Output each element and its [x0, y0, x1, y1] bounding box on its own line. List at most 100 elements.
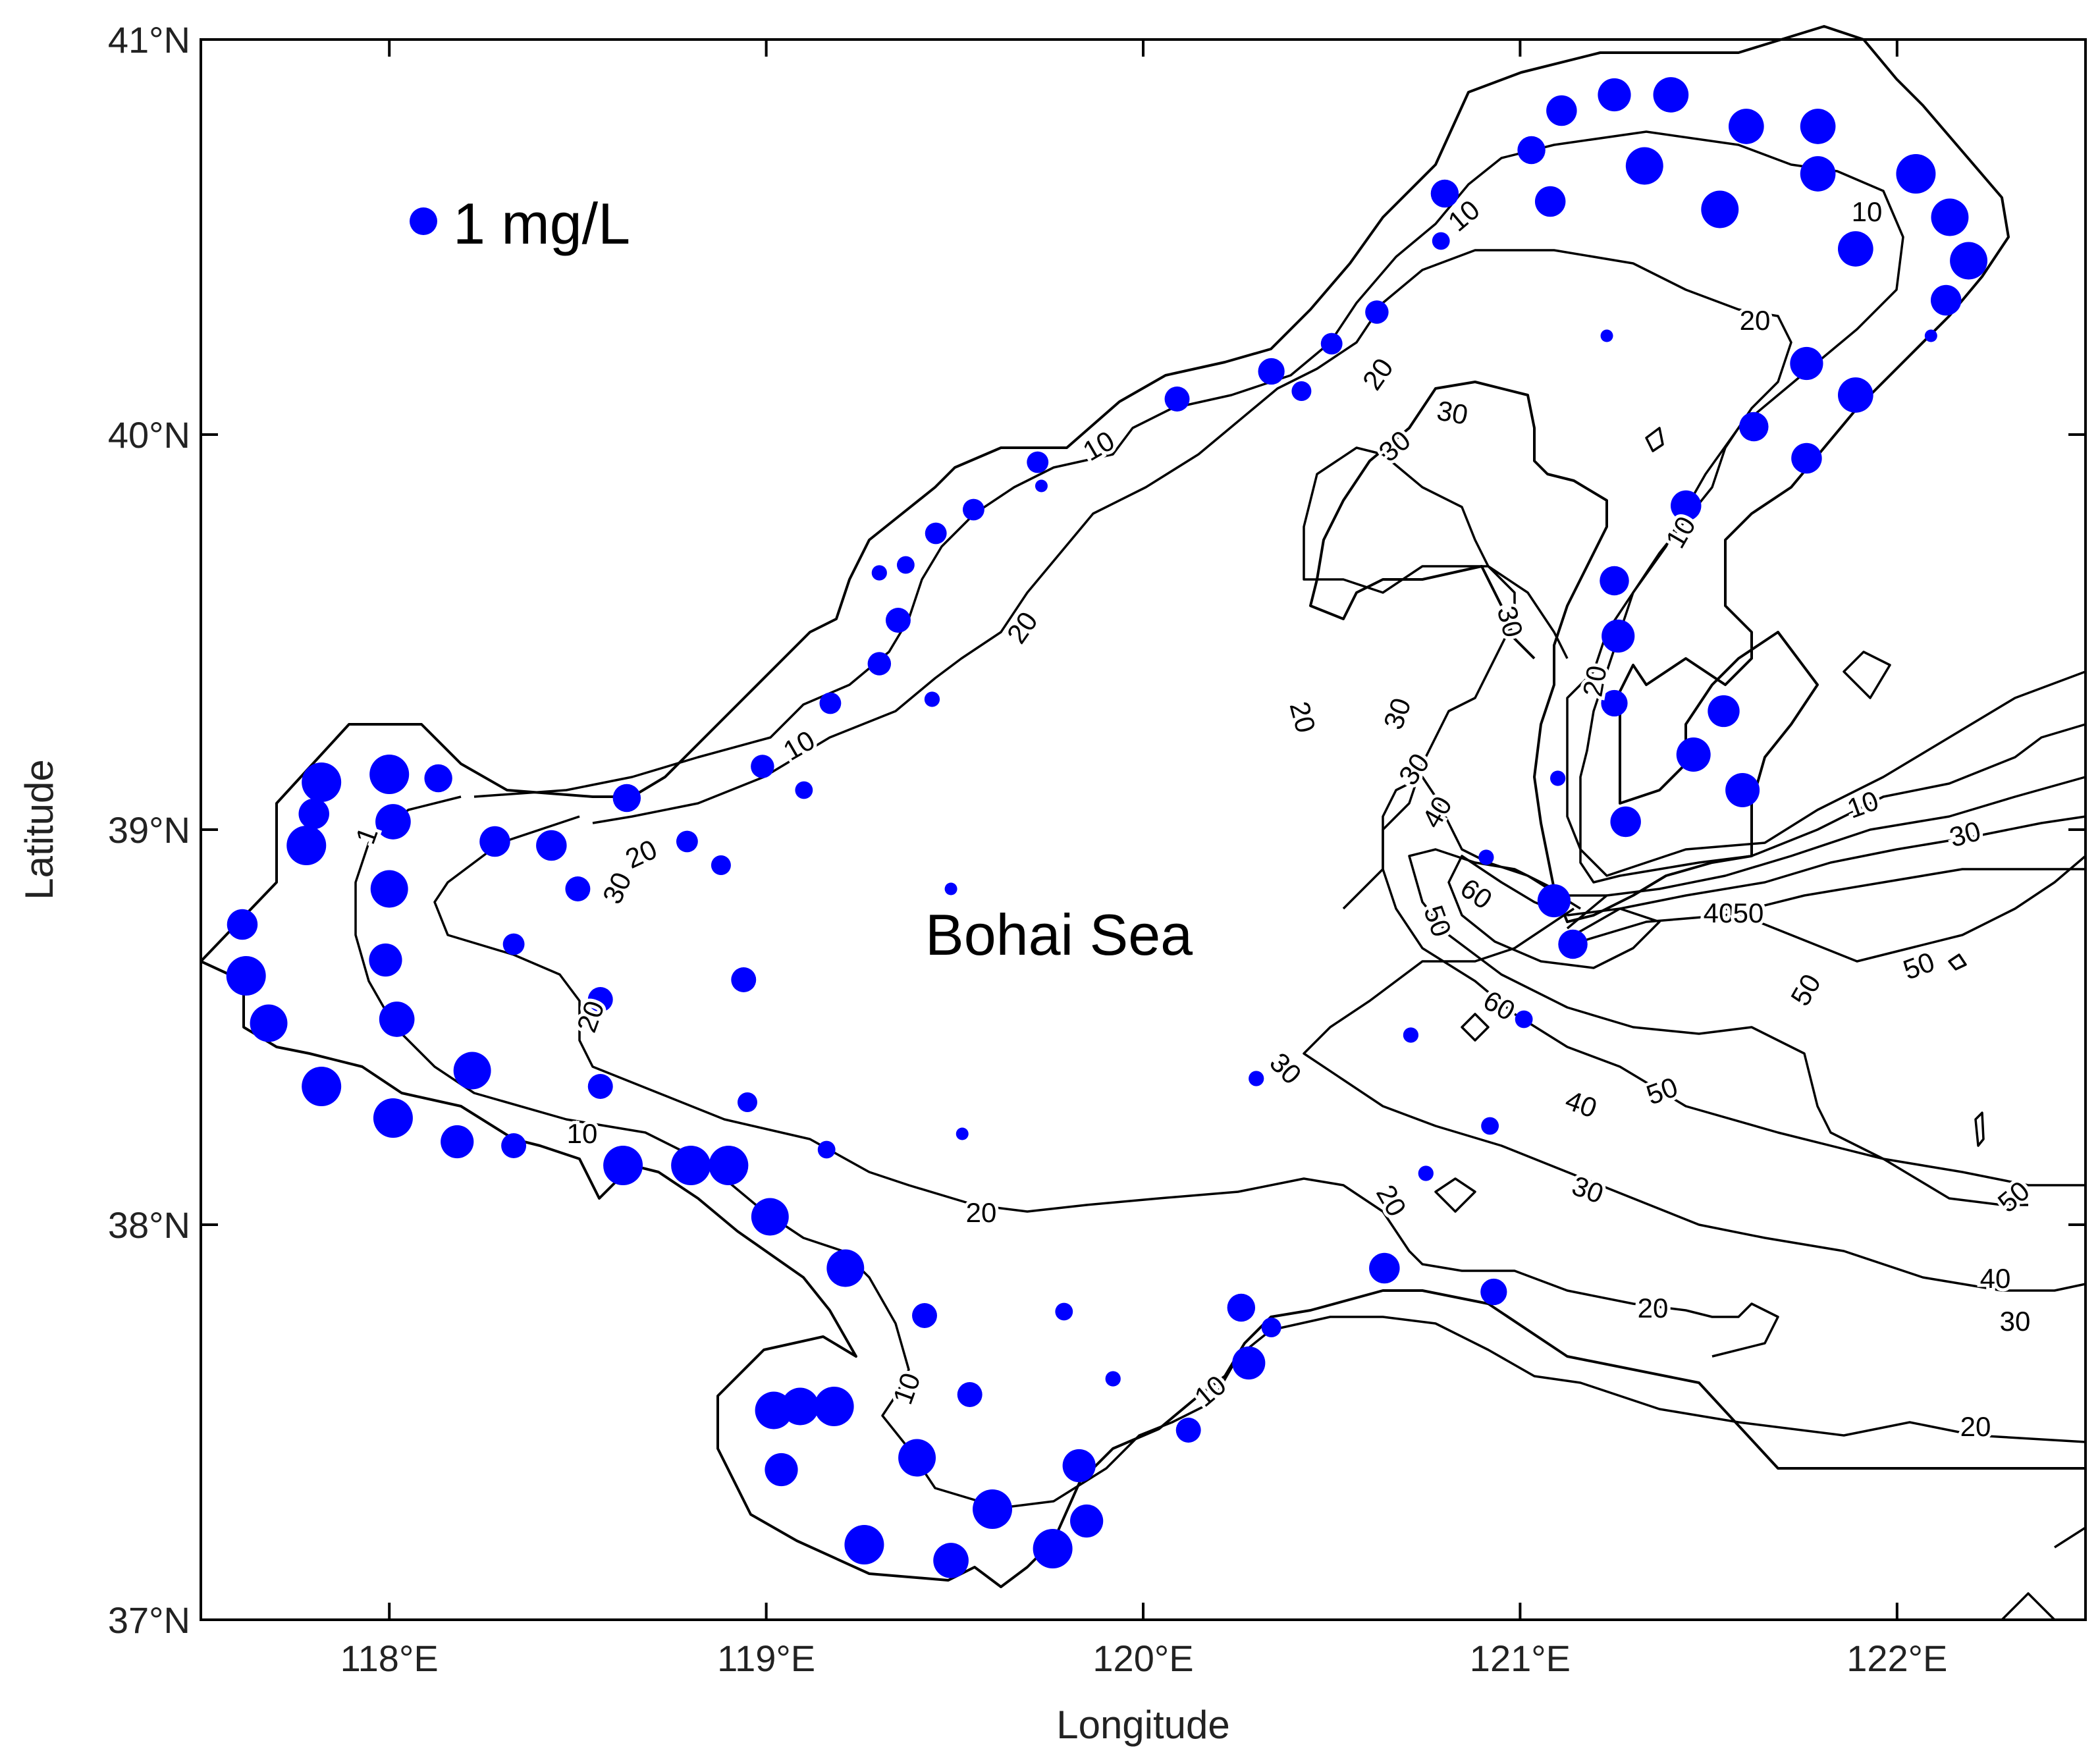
concentration-point	[1600, 329, 1613, 342]
concentration-point	[227, 909, 258, 940]
isobath-strait-2	[1573, 815, 2086, 936]
concentration-point	[1033, 1529, 1073, 1568]
concentration-point	[1800, 156, 1836, 192]
contour-lines	[200, 25, 2087, 1621]
contour-label-40: 40	[1561, 1084, 1601, 1124]
concentration-point	[1600, 566, 1629, 596]
concentration-point	[1430, 179, 1459, 208]
concentration-point	[867, 652, 892, 676]
contour-label-30: 30	[1378, 694, 1417, 734]
contour-label-40: 40	[1704, 897, 1735, 928]
concentration-point	[1480, 1278, 1507, 1306]
concentration-point	[1261, 1318, 1281, 1337]
isobath-strait-1	[1566, 776, 2086, 930]
concentration-point	[375, 804, 411, 840]
concentration-point	[1930, 284, 1962, 316]
closed-contour	[1843, 651, 1891, 699]
concentration-point	[1838, 231, 1873, 267]
concentration-point	[795, 781, 813, 799]
contour-label-50: 50	[1992, 1175, 2035, 1218]
concentration-point	[441, 1125, 474, 1159]
concentration-point	[1164, 387, 1190, 412]
contour-label-30: 30	[1946, 815, 1983, 853]
concentration-point	[565, 876, 591, 901]
concentration-point	[826, 1249, 865, 1287]
concentration-point	[1546, 95, 1577, 126]
isobath-10-north	[473, 130, 2086, 884]
isobath-30	[1303, 907, 2086, 1292]
contour-label-30: 30	[1393, 747, 1436, 790]
concentration-point	[1601, 689, 1628, 717]
concentration-point	[1365, 300, 1389, 324]
concentration-point	[957, 1382, 983, 1407]
contour-label-20: 20	[1001, 606, 1044, 649]
concentration-point	[536, 830, 567, 861]
concentration-point	[737, 1092, 757, 1112]
closed-contour	[1974, 1111, 1985, 1147]
concentration-point	[1739, 412, 1769, 442]
concentration-point	[1517, 136, 1546, 165]
concentration-point	[1598, 78, 1631, 112]
contour-label-20: 20	[966, 1197, 997, 1228]
concentration-point	[369, 943, 402, 977]
isobath-20-north	[592, 249, 2086, 877]
concentration-point	[933, 1543, 969, 1578]
concentration-point	[1027, 451, 1049, 473]
closed-contour	[1434, 1177, 1476, 1213]
concentration-point	[676, 830, 698, 853]
concentration-point	[711, 855, 731, 875]
concentration-point	[1403, 1027, 1419, 1043]
concentration-point	[912, 1303, 937, 1328]
contour-label-50: 50	[1733, 897, 1764, 928]
concentration-point	[286, 826, 327, 865]
concentration-points	[226, 77, 1988, 1578]
concentration-point	[1896, 154, 1936, 194]
concentration-point	[1729, 109, 1764, 144]
y-tick-label: 38°N	[108, 1204, 190, 1246]
concentration-point	[1055, 1302, 1073, 1321]
contour-label-50: 50	[1418, 901, 1457, 941]
contour-label-20: 20	[1370, 1179, 1413, 1221]
closed-contour	[1461, 1013, 1490, 1042]
concentration-point	[1035, 479, 1048, 493]
x-tick-label: 119°E	[717, 1638, 815, 1679]
legend-marker	[410, 207, 437, 235]
concentration-point	[612, 784, 641, 813]
concentration-point	[944, 882, 957, 895]
concentration-point	[453, 1052, 491, 1090]
concentration-point	[731, 967, 757, 992]
contour-label-20: 20	[1284, 698, 1322, 735]
concentration-point	[379, 1001, 415, 1037]
concentration-point	[1610, 806, 1641, 838]
x-tick-label: 118°E	[340, 1638, 439, 1679]
concentration-point	[924, 691, 940, 707]
contour-label-60: 60	[1455, 872, 1497, 915]
concentration-point	[298, 798, 329, 830]
contour-label-10: 10	[778, 724, 820, 766]
concentration-point	[885, 608, 911, 633]
contour-label-20: 20	[1638, 1293, 1669, 1323]
concentration-point	[1105, 1371, 1121, 1387]
contour-label-30: 30	[597, 867, 637, 908]
concentration-point	[1671, 490, 1702, 521]
closed-contour	[2001, 1526, 2086, 1621]
coastline	[200, 25, 2010, 963]
y-tick-label: 41°N	[108, 19, 190, 61]
contour-label-10: 10	[1852, 196, 1883, 227]
concentration-point	[1227, 1293, 1256, 1322]
contour-label-40: 40	[1980, 1263, 2011, 1294]
concentration-point	[1950, 242, 1988, 280]
x-tick-label: 121°E	[1470, 1638, 1571, 1679]
y-tick-label: 39°N	[108, 809, 190, 851]
concentration-point	[1653, 77, 1689, 113]
isobath-50-east	[1725, 855, 2087, 963]
concentration-point	[1432, 232, 1450, 250]
concentration-point	[373, 1098, 413, 1138]
concentration-point	[1369, 1252, 1400, 1284]
concentration-point	[603, 1146, 643, 1185]
concentration-point	[1258, 358, 1285, 385]
contour-label-30: 30	[1492, 602, 1529, 640]
concentration-point	[1625, 147, 1663, 185]
contour-label-20: 20	[1357, 352, 1399, 395]
